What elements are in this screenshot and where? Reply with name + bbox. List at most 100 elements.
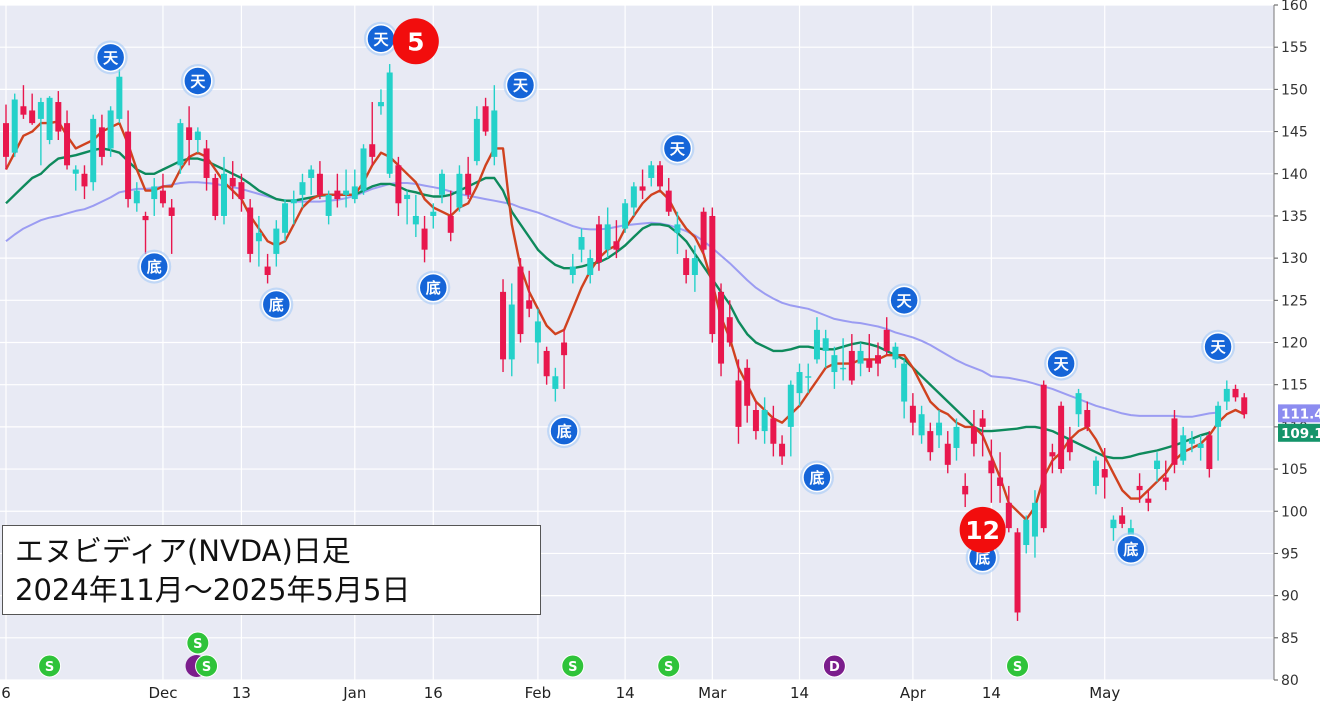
- candle-body: [988, 460, 995, 474]
- event-marker: [38, 654, 62, 678]
- candle-body: [142, 215, 149, 221]
- candle-body: [709, 215, 716, 335]
- y-tick-label: 135: [1281, 209, 1308, 225]
- candle-body: [273, 228, 280, 254]
- candle-body: [386, 72, 393, 174]
- annotation-label: 天: [897, 292, 913, 310]
- candle-body: [613, 241, 620, 250]
- top-bottom-annotations: 天天天天天天天天底底底底底底底: [93, 21, 1236, 575]
- annotation-label: 底: [426, 279, 441, 297]
- bottom-marker-icon: [1116, 534, 1146, 564]
- candle-body: [726, 317, 733, 343]
- numbered-marker-label: 5: [407, 27, 424, 56]
- candle-body: [1223, 388, 1230, 402]
- top-marker-icon: [1046, 348, 1076, 379]
- candle-body: [125, 131, 132, 200]
- y-tick-label: 105: [1281, 462, 1308, 478]
- candle-body: [639, 186, 646, 191]
- candle-body: [796, 372, 803, 394]
- x-tick-label: 16: [424, 684, 443, 702]
- candle-body: [1145, 498, 1152, 503]
- candle-body: [255, 232, 262, 242]
- candle-body: [578, 237, 585, 250]
- candle-body: [439, 173, 445, 195]
- candle-body: [29, 110, 36, 124]
- x-tick-label: 13: [232, 684, 251, 702]
- top-marker-icon: [183, 66, 213, 96]
- y-tick-label: 90: [1281, 589, 1299, 605]
- x-tick-label: 14: [790, 684, 809, 702]
- candle-body: [840, 367, 847, 370]
- candle-body: [203, 148, 210, 178]
- candle-body: [316, 173, 323, 195]
- price-label: 109.1: [1281, 426, 1320, 442]
- candle-body: [430, 211, 437, 216]
- candle-body: [64, 123, 71, 166]
- y-tick-label: 140: [1281, 167, 1308, 183]
- candle-body: [822, 338, 829, 351]
- x-tick-label: Dec: [148, 684, 177, 702]
- candle-body: [508, 304, 515, 360]
- candle-body: [1005, 502, 1012, 529]
- bottom-marker-icon: [418, 272, 449, 303]
- candle-body: [1049, 452, 1056, 457]
- y-tick-label: 160: [1281, 0, 1308, 14]
- candle-body: [779, 443, 786, 457]
- top-marker-icon: [95, 42, 126, 73]
- candle-body: [866, 359, 873, 368]
- candle-body: [491, 110, 498, 157]
- candle-body: [735, 380, 742, 427]
- candle-body: [944, 443, 951, 465]
- candle-body: [194, 131, 201, 140]
- candle-body: [1206, 435, 1213, 470]
- y-tick-label: 80: [1281, 673, 1299, 689]
- annotation-label: 底: [975, 549, 990, 567]
- annotation-label: 底: [147, 258, 162, 276]
- candle-body: [892, 346, 899, 360]
- annotation-label: 天: [373, 30, 389, 48]
- candle-body: [1040, 384, 1047, 529]
- candle-body: [1162, 477, 1169, 482]
- chart-title-box: エヌビディア(NVDA)日足 2024年11月～2025年5月5日: [2, 525, 541, 615]
- candle-body: [813, 329, 820, 360]
- candle-body: [229, 177, 236, 187]
- candle-body: [55, 102, 62, 132]
- candle-body: [1241, 397, 1248, 415]
- y-tick-label: 130: [1281, 251, 1308, 267]
- price-labels: 111.4 109.1: [1278, 404, 1320, 442]
- y-tick-label: 150: [1281, 82, 1308, 98]
- chart-subtitle: 2024年11月～2025年5月5日: [15, 573, 411, 607]
- y-tick-label: 145: [1281, 125, 1308, 141]
- y-tick-label: 95: [1281, 546, 1299, 562]
- candle-body: [500, 291, 507, 360]
- candle-body: [918, 414, 925, 436]
- event-marker: [561, 654, 585, 678]
- x-tick-label: Feb: [525, 684, 552, 702]
- candle-body: [561, 342, 568, 356]
- y-tick-label: 120: [1281, 336, 1308, 352]
- x-tick-label: Mar: [698, 684, 727, 702]
- candle-body: [1232, 388, 1239, 398]
- candle-body: [1075, 393, 1082, 415]
- candle-body: [595, 224, 602, 263]
- bottom-marker-icon: [549, 416, 579, 446]
- candle-body: [221, 173, 227, 216]
- candle-body: [1188, 439, 1195, 444]
- candle-body: [46, 97, 53, 140]
- candlesticks: [3, 64, 1248, 621]
- candle-body: [752, 410, 759, 432]
- event-marker: [195, 654, 219, 678]
- candle-body: [404, 194, 411, 200]
- event-marker-label: S: [202, 660, 211, 675]
- x-tick-label: Apr: [900, 684, 927, 702]
- candle-body: [970, 426, 977, 444]
- annotation-label: 底: [809, 469, 824, 487]
- candle-body: [107, 110, 114, 149]
- candle-body: [962, 485, 969, 495]
- candle-body: [1058, 405, 1065, 470]
- top-marker-icon: [505, 70, 536, 100]
- candle-body: [1110, 519, 1117, 529]
- candle-body: [377, 102, 384, 107]
- candle-body: [212, 177, 219, 216]
- candle-body: [552, 376, 559, 389]
